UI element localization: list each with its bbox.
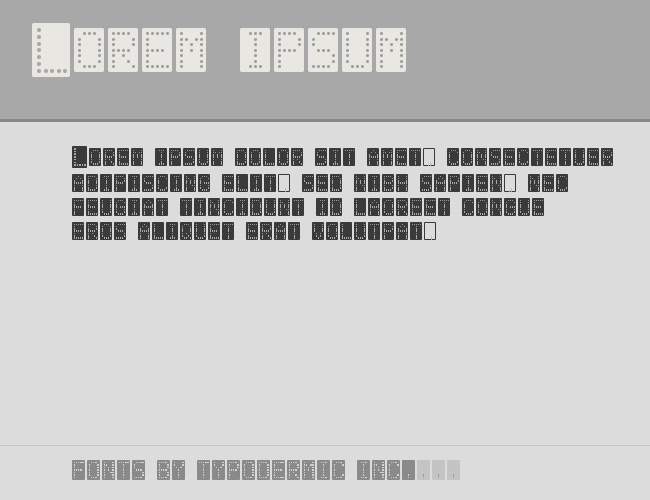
body-region xyxy=(0,122,650,445)
header-region xyxy=(0,0,650,119)
body-text xyxy=(72,148,612,240)
footer-text xyxy=(72,460,612,480)
footer-region xyxy=(0,445,650,500)
title-text xyxy=(32,28,618,77)
